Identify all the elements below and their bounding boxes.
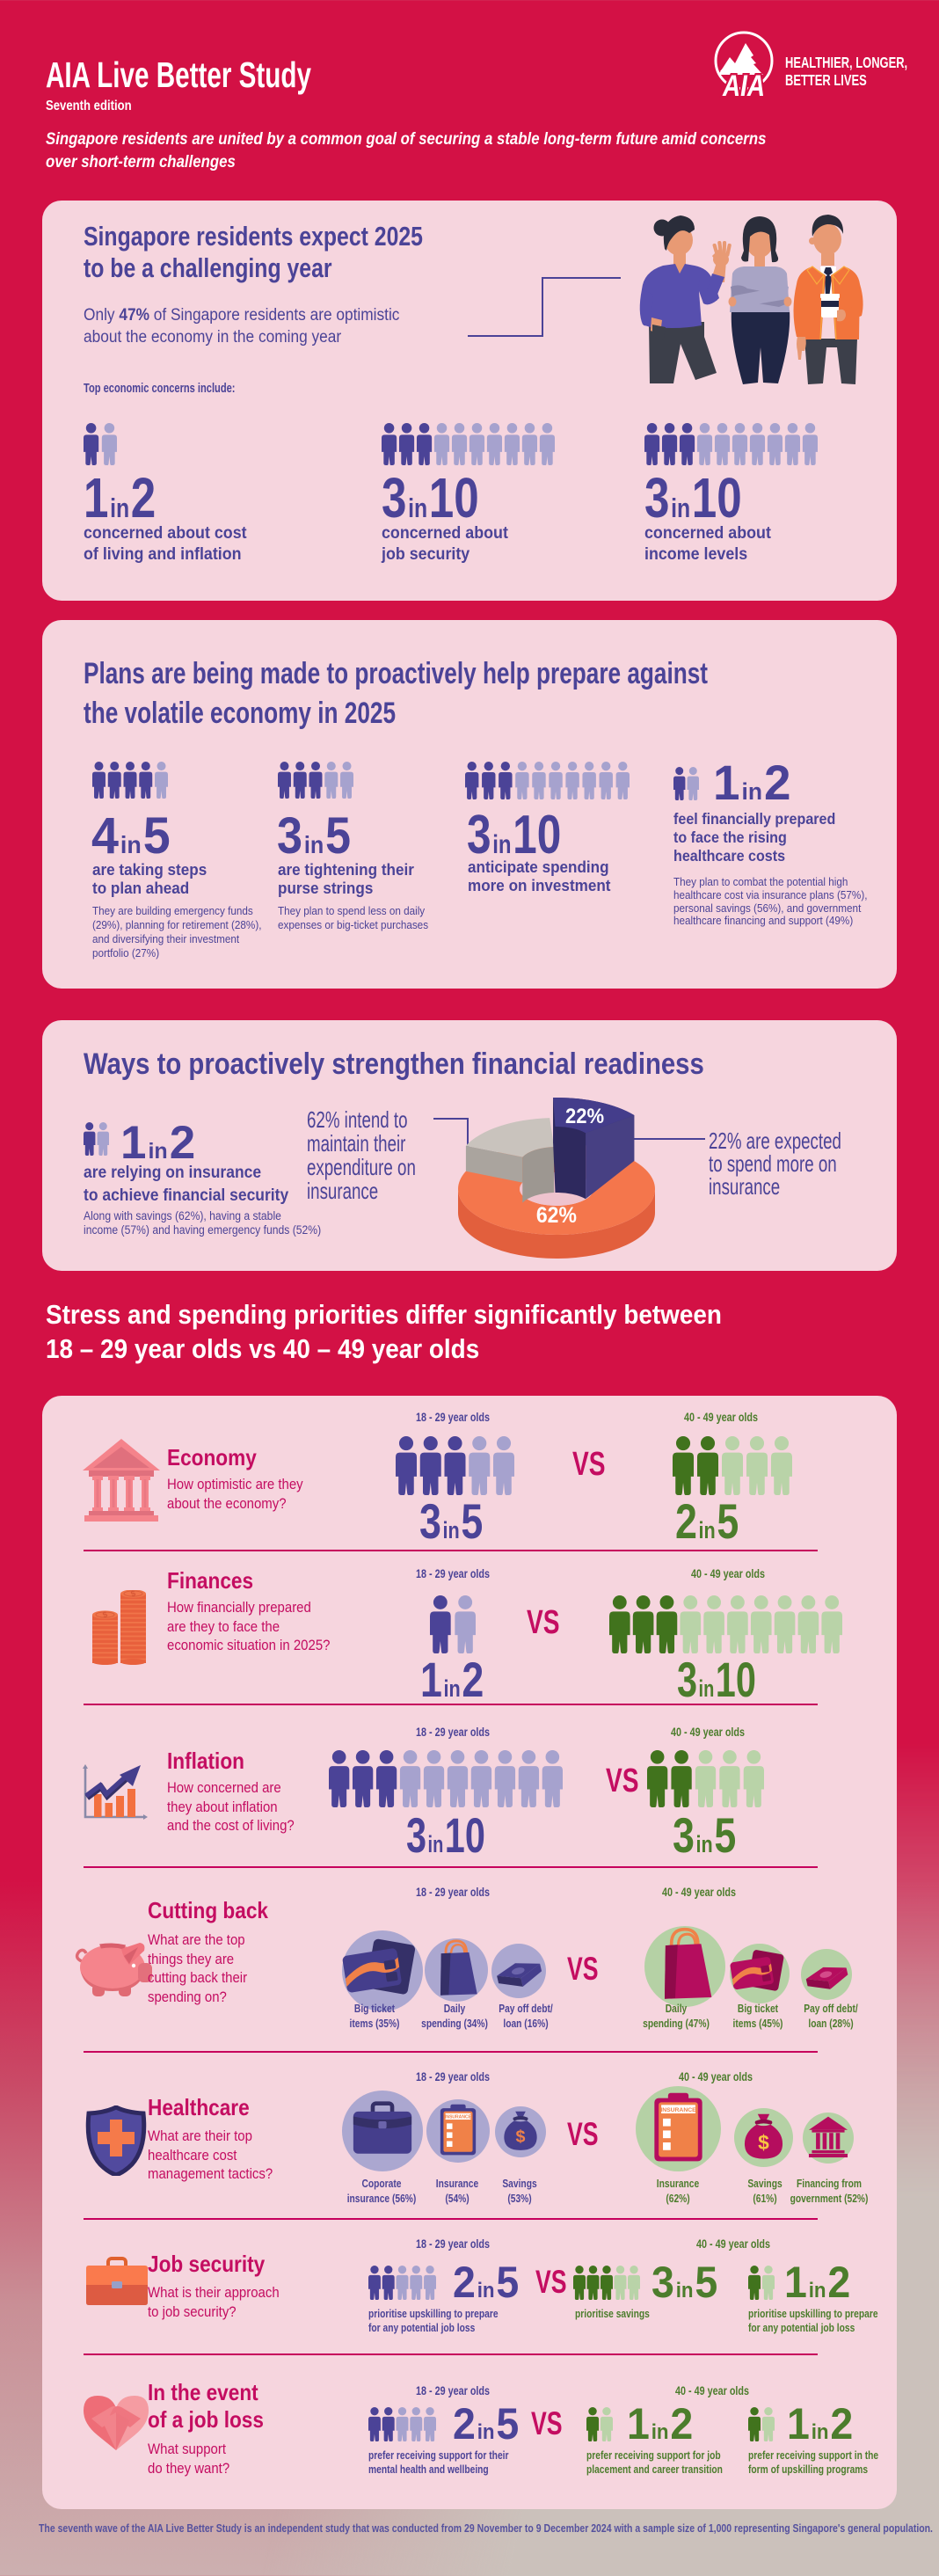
svg-text:62%: 62% — [536, 1203, 577, 1228]
svg-text:$: $ — [516, 2127, 526, 2147]
svg-text:22%: 22% — [565, 1104, 604, 1127]
svg-text:HEALTHIER, LONGER,: HEALTHIER, LONGER, — [785, 55, 907, 71]
svg-text:$: $ — [129, 1590, 136, 1599]
svg-text:INSURANCE: INSURANCE — [660, 2107, 696, 2113]
svg-text:AIA: AIA — [722, 69, 765, 102]
svg-text:INSURANCE: INSURANCE — [445, 2115, 472, 2120]
svg-text:$: $ — [101, 1609, 108, 1619]
svg-text:BETTER LIVES: BETTER LIVES — [785, 72, 867, 89]
svg-text:$: $ — [758, 2131, 769, 2154]
